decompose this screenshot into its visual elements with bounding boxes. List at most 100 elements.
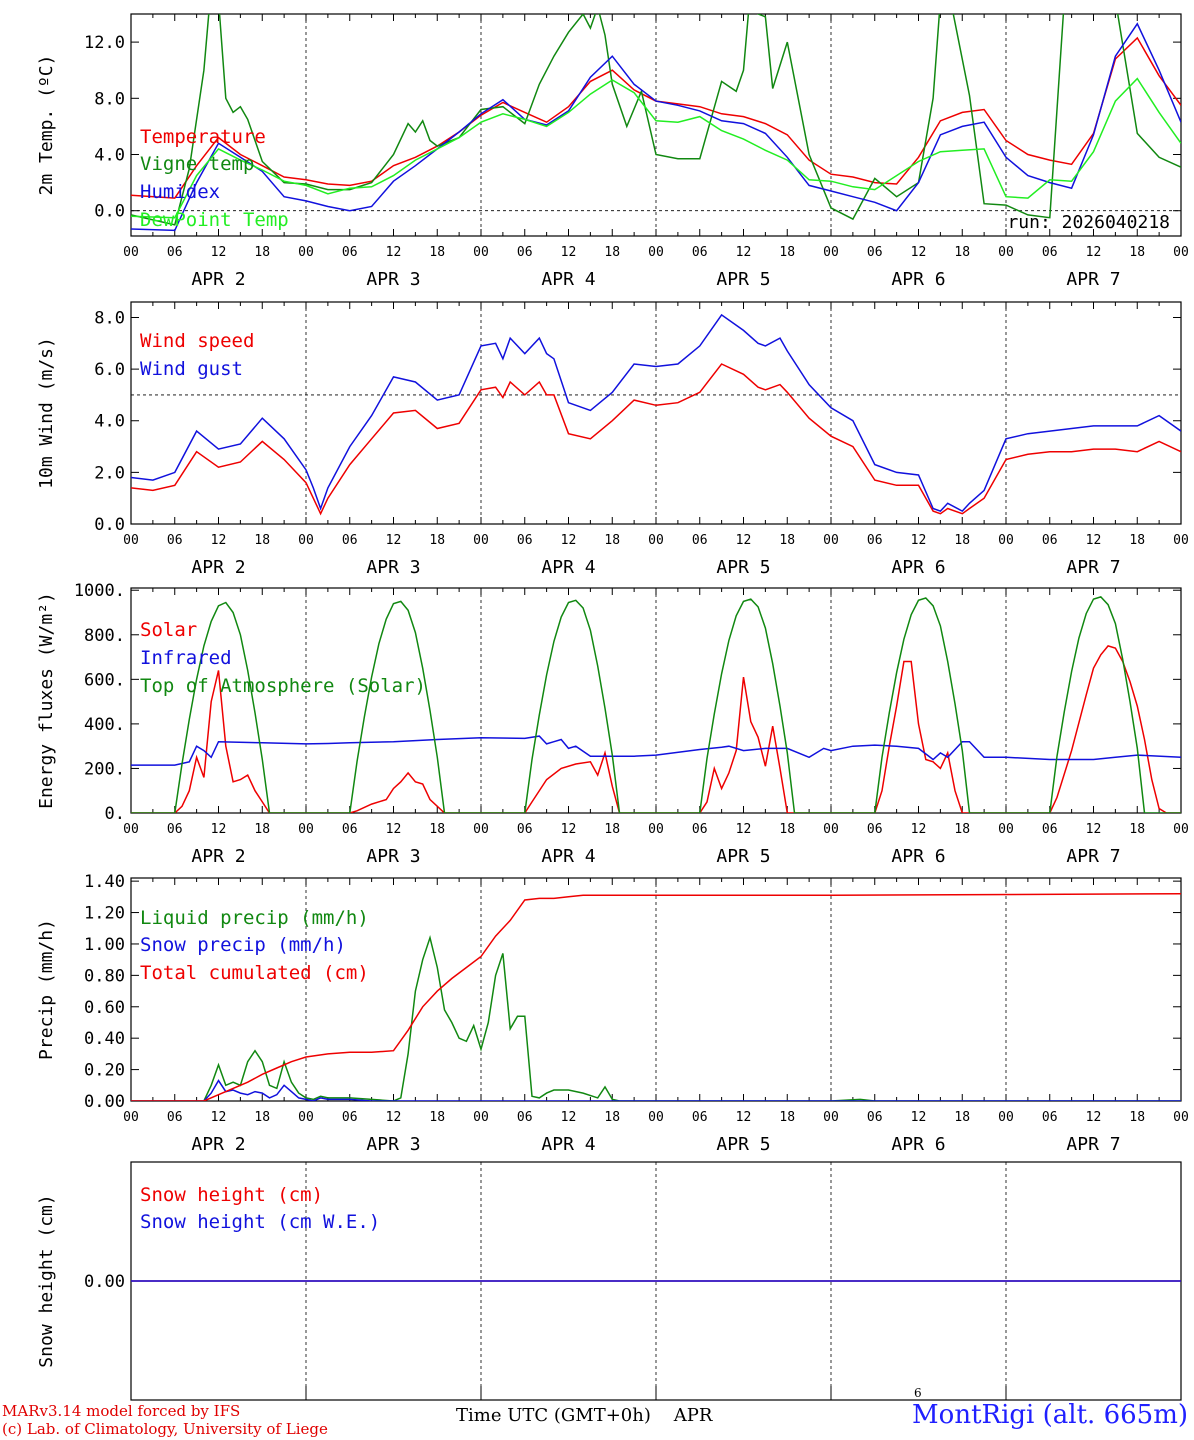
series-line-snow-precip-mm-h [131, 1079, 1181, 1101]
legend-entry: Infrared [140, 647, 232, 669]
hour-tick-label: 06 [1042, 822, 1058, 837]
day-label: APR 6 [891, 269, 945, 290]
hour-tick-label: 12 [561, 822, 577, 837]
day-label: APR 5 [716, 1134, 770, 1155]
legend-entry: Humidex [140, 181, 220, 203]
hour-tick-label: 18 [429, 245, 445, 260]
legend-entry: DewPoint Temp [140, 209, 289, 231]
hour-tick-label: 06 [517, 245, 533, 260]
hour-tick-label: 00 [1173, 245, 1189, 260]
hour-tick-label: 18 [254, 1110, 270, 1125]
series-line-dewpoint-temp [131, 77, 1181, 219]
hour-tick-label: 12 [736, 245, 752, 260]
hour-tick-label: 12 [561, 1110, 577, 1125]
hour-tick-label: 18 [604, 822, 620, 837]
day-label: APR 6 [891, 557, 945, 578]
hour-tick-label: 18 [954, 1110, 970, 1125]
hour-tick-label: 00 [648, 822, 664, 837]
y-tick-label: 6.0 [94, 360, 125, 380]
hour-tick-label: 18 [779, 822, 795, 837]
y-tick-label: 0.20 [84, 1061, 125, 1081]
y-tick-label: 8.0 [94, 89, 125, 109]
time-axis-label: Time UTC (GMT+0h) APR [456, 1405, 712, 1426]
hour-tick-label: 06 [867, 1110, 883, 1125]
legend-entry: Temperature [140, 126, 266, 148]
hour-tick-label: 06 [692, 822, 708, 837]
series-line-total-cumulated-cm [131, 892, 1181, 1101]
hour-tick-label: 18 [954, 822, 970, 837]
hour-tick-label: 12 [386, 822, 402, 837]
hour-tick-label: 12 [911, 533, 927, 548]
hour-tick-label: 00 [1173, 822, 1189, 837]
hour-tick-label: 18 [1129, 245, 1145, 260]
hour-tick-label: 06 [167, 533, 183, 548]
hour-tick-label: 00 [473, 1110, 489, 1125]
legend-entry: Top of Atmosphere (Solar) [140, 675, 426, 697]
y-tick-label: 0. [105, 804, 125, 824]
hour-tick-label: 00 [298, 1110, 314, 1125]
hour-tick-label: 18 [429, 533, 445, 548]
hour-tick-label: 18 [1129, 533, 1145, 548]
panel-2: 00 06 12 18 00 06 12 18 00 06 12 18 00 06 12 18 00 06 12 18… [36, 301, 1189, 578]
legend-entry: Snow height (cm) [140, 1184, 323, 1206]
hour-tick-label: 06 [167, 1110, 183, 1125]
hour-tick-label: 06 [1042, 1110, 1058, 1125]
series-line-infrared [131, 735, 1181, 766]
lab-credit: (c) Lab. of Climatology, University of L… [2, 1420, 328, 1438]
day-label: APR 4 [541, 1134, 595, 1155]
hour-tick-label: 00 [998, 245, 1014, 260]
day-label: APR 2 [191, 557, 245, 578]
panel-4: 00 06 12 18 00 06 12 18 00 06 12 18 00 06 12 18 00 06 12 18… [36, 872, 1189, 1155]
hour-tick-label: 18 [254, 533, 270, 548]
hour-tick-label: 12 [211, 822, 227, 837]
legend-entry: Snow height (cm W.E.) [140, 1211, 380, 1233]
hour-tick-label: 06 [1042, 245, 1058, 260]
hour-tick-label: 12 [736, 1110, 752, 1125]
y-axis-label: 10m Wind (m/s) [36, 337, 57, 489]
time-unit: Time UTC (GMT+0h) [456, 1405, 651, 1426]
hour-tick-label: 12 [1086, 245, 1102, 260]
hour-tick-label: 00 [998, 533, 1014, 548]
hour-tick-label: 00 [648, 245, 664, 260]
hour-tick-label: 12 [561, 533, 577, 548]
y-tick-label: 8.0 [94, 308, 125, 328]
hour-tick-label: 06 [692, 245, 708, 260]
day-label: APR 2 [191, 1134, 245, 1155]
y-tick-label: 4.0 [94, 412, 125, 432]
hour-tick-label: 06 [867, 245, 883, 260]
y-tick-label: 12.0 [84, 33, 125, 53]
hour-tick-label: 12 [386, 1110, 402, 1125]
y-axis-label: Precip (mm/h) [36, 919, 57, 1060]
hour-tick-label: 12 [386, 533, 402, 548]
hour-tick-label: 06 [1042, 533, 1058, 548]
day-label: APR 7 [1066, 1134, 1120, 1155]
series-line-liquid-precip-mm-h [131, 934, 1181, 1101]
y-tick-label: 0.40 [84, 1029, 125, 1049]
hour-tick-label: 12 [211, 245, 227, 260]
hour-tick-label: 00 [123, 1110, 139, 1125]
hour-tick-label: 18 [429, 822, 445, 837]
panel-3: 00 06 12 18 00 06 12 18 00 06 12 18 00 06 12 18 00 06 12 18… [36, 581, 1189, 867]
hour-tick-label: 12 [736, 533, 752, 548]
hour-tick-label: 18 [954, 533, 970, 548]
y-axis-label: Energy fluxes (W/m²) [36, 592, 57, 809]
small-index: 6 [914, 1386, 922, 1400]
y-tick-label: 0.60 [84, 998, 125, 1018]
hour-tick-label: 06 [167, 822, 183, 837]
hour-tick-label: 18 [254, 822, 270, 837]
hour-tick-label: 06 [867, 822, 883, 837]
day-label: APR 6 [891, 1134, 945, 1155]
y-tick-label: 0.0 [94, 515, 125, 535]
day-label: APR 4 [541, 557, 595, 578]
hour-tick-label: 12 [1086, 1110, 1102, 1125]
station-name: MontRigi (alt. 665m) [912, 1400, 1188, 1430]
hour-tick-label: 06 [517, 1110, 533, 1125]
legend-entry: Wind gust [140, 358, 243, 380]
series-line-wind-speed [131, 363, 1181, 516]
legend-entry: Snow precip (mm/h) [140, 934, 346, 956]
hour-tick-label: 06 [692, 533, 708, 548]
panel-1: 00 06 12 18 00 06 12 18 00 06 12 18 00 06 12 18 00 06 12 18… [36, 13, 1189, 290]
hour-tick-label: 12 [736, 822, 752, 837]
day-label: APR 3 [366, 1134, 420, 1155]
